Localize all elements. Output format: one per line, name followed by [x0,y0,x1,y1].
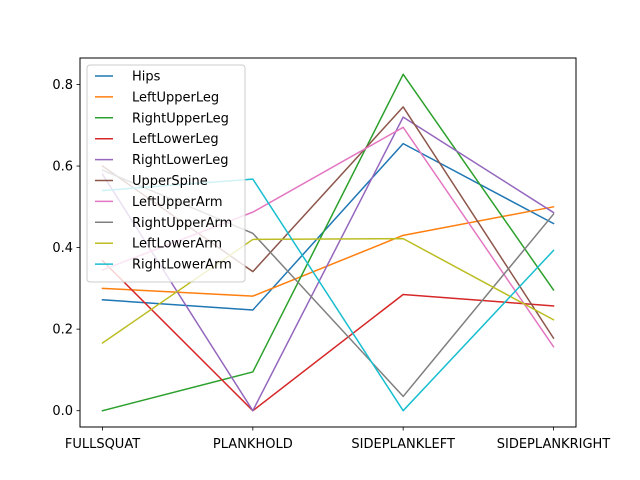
legend-label-upperspine: UpperSpine [132,174,208,189]
x-tick-label: FULLSQUAT [65,437,140,452]
plot-frame [79,57,577,428]
legend-label-rightupperleg: RightUpperLeg [132,111,229,126]
legend-label-rightupperarm: RightUpperArm [132,216,232,231]
y-tick-label: 0.2 [52,323,73,338]
legend-label-leftlowerleg: LeftLowerLeg [132,132,219,147]
legend-label-leftupperarm: LeftUpperArm [132,195,223,210]
x-tick-label: SIDEPLANKRIGHT [497,437,611,452]
legend-label-rightlowerleg: RightLowerLeg [132,153,228,168]
series-line-leftlowerarm [101,237,555,345]
y-tick-label: 0.4 [52,241,73,256]
y-tick-label: 0.6 [52,160,73,175]
series-line-leftlowerleg [101,259,555,412]
y-tick-label: 0.0 [52,404,73,419]
series-line-hips [101,142,555,311]
legend-label-leftupperleg: LeftUpperLeg [132,90,219,105]
legend-label-leftlowerarm: LeftLowerArm [132,237,222,252]
legend-label-rightlowerarm: RightLowerArm [132,258,232,273]
x-tick-label: SIDEPLANKLEFT [351,437,455,452]
x-tick-label: PLANKHOLD [213,437,293,452]
legend-label-hips: Hips [132,70,161,85]
series-line-rightupperleg [101,73,555,412]
x-axis: FULLSQUAT PLANKHOLD SIDEPLANKLEFT SIDEPLANK… [65,427,610,452]
legend: Hips LeftUpperLeg RightUpperLeg LeftLowerLe… [86,64,246,283]
y-axis: 0.0 0.2 0.4 0.6 0.8 [52,78,80,419]
legend-box [86,64,246,283]
y-tick-label: 0.8 [52,78,73,93]
series-line-rightlowerleg [101,116,555,412]
